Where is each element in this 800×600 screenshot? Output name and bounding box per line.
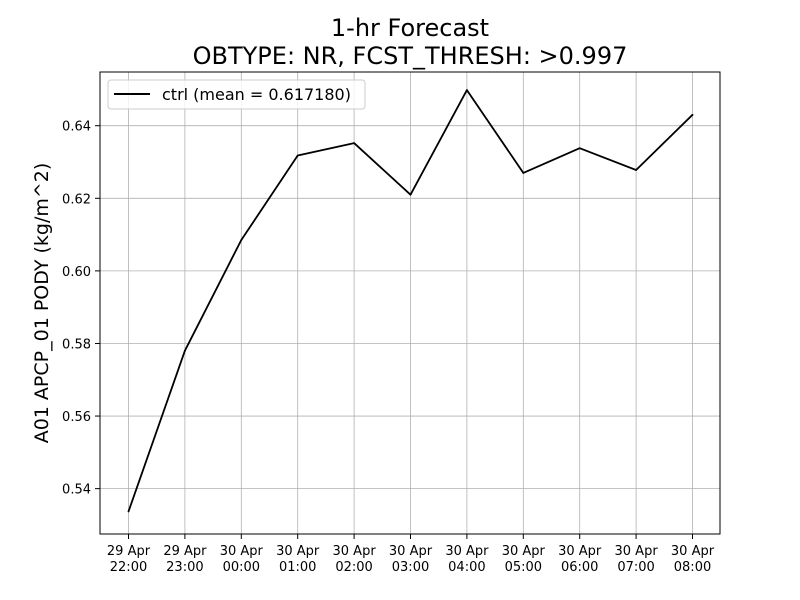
data-point (184, 349, 186, 352)
x-tick-label-time: 04:00 (448, 560, 485, 575)
data-point (353, 142, 355, 145)
x-tick-label-time: 03:00 (392, 560, 429, 575)
x-tick-label-date: 30 Apr (276, 544, 320, 559)
x-tick-label-time: 05:00 (505, 560, 542, 575)
x-tick-label-date: 30 Apr (333, 544, 377, 559)
y-axis-label: A01 APCP_01 PODY (kg/m^2) (31, 163, 53, 444)
data-point (409, 193, 412, 196)
x-tick-label-time: 02:00 (335, 560, 372, 575)
data-point (240, 239, 243, 241)
data-point (635, 169, 637, 171)
x-tick-label-time: 00:00 (223, 560, 260, 575)
legend: ctrl (mean = 0.617180) (107, 79, 366, 110)
plot-frame (99, 71, 721, 535)
x-tick-label-date: 30 Apr (615, 544, 659, 559)
x-tick-label-date: 29 Apr (107, 544, 151, 559)
x-tick-label-time: 06:00 (561, 560, 598, 575)
y-tick-label: 0.54 (62, 483, 91, 498)
data-point (691, 113, 694, 116)
x-tick-label-time: 23:00 (166, 560, 203, 575)
y-tick-label: 0.64 (62, 120, 91, 135)
data-point (296, 154, 299, 157)
x-tick-label-date: 29 Apr (163, 544, 207, 559)
x-tick-label-time: 07:00 (617, 560, 654, 575)
x-tick-label-date: 30 Apr (220, 544, 264, 559)
x-tick-label-time: 08:00 (674, 560, 711, 575)
data-point (522, 171, 525, 174)
y-tick-label: 0.60 (62, 265, 91, 280)
data-point (127, 510, 130, 513)
legend-box (107, 79, 366, 110)
grid (100, 72, 720, 534)
chart-title-line2: OBTYPE: NR, FCST_THRESH: >0.997 (193, 42, 628, 70)
legend-label-ctrl: ctrl (mean = 0.617180) (162, 85, 351, 104)
data-point (578, 147, 581, 150)
x-tick-label-date: 30 Apr (671, 544, 715, 559)
x-tick-label-time: 01:00 (279, 560, 316, 575)
x-tick-label-date: 30 Apr (558, 544, 602, 559)
x-tick-label-date: 30 Apr (445, 544, 489, 559)
chart-title-line1: 1-hr Forecast (331, 14, 489, 42)
y-axis: 0.54 0.56 0.58 0.60 0.62 0.64 (62, 120, 100, 498)
x-tick-label-date: 30 Apr (502, 544, 546, 559)
series-layer (127, 89, 694, 513)
y-tick-label: 0.62 (62, 192, 91, 207)
y-tick-label: 0.58 (62, 337, 91, 352)
data-point (466, 89, 468, 92)
x-tick-label-date: 30 Apr (389, 544, 433, 559)
x-tick-label-time: 22:00 (110, 560, 147, 575)
y-tick-label: 0.56 (62, 410, 91, 425)
